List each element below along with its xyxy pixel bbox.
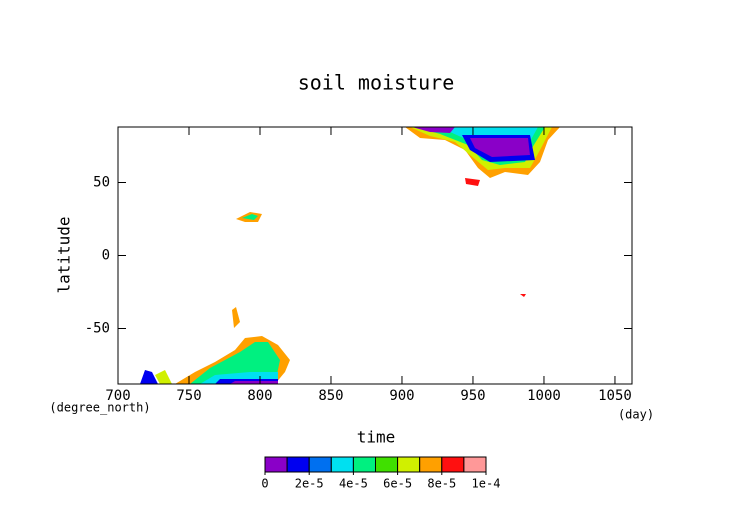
y-tick-label: 0	[102, 248, 110, 264]
colorbar-tick-label: 1e-4	[472, 477, 501, 491]
y-tick-label: 50	[93, 174, 110, 190]
chart-title: soil moisture	[298, 71, 455, 95]
colorbar-box	[441, 456, 465, 473]
colorbar-box	[375, 456, 399, 473]
x-tick-label: 1000	[527, 388, 561, 404]
colorbar-box	[463, 456, 487, 473]
y-tick-label: -50	[85, 321, 110, 337]
contour-field	[140, 127, 560, 384]
x-tick-label: 1050	[598, 388, 632, 404]
colorbar-box	[308, 456, 332, 473]
colorbar-box	[330, 456, 354, 473]
colorbar-box	[397, 456, 421, 473]
colorbar-box	[286, 456, 310, 473]
colorbar-tick-label: 4e-5	[339, 477, 368, 491]
plot-frame	[117, 126, 633, 385]
colorbar-tick-label: 0	[261, 477, 268, 491]
y-axis-label: latitude	[55, 216, 74, 293]
colorbar-tick-label: 8e-5	[427, 477, 456, 491]
x-units: (day)	[618, 408, 654, 422]
colorbar-box	[352, 456, 376, 473]
colorbar-tick-label: 6e-5	[383, 477, 412, 491]
colorbar-tick-label: 2e-5	[295, 477, 324, 491]
y-units: (degree_north)	[49, 401, 150, 415]
x-tick-label: 950	[460, 388, 485, 404]
x-tick-label: 700	[105, 388, 130, 404]
x-tick-label: 850	[318, 388, 343, 404]
x-axis-label: time	[357, 428, 396, 447]
colorbar-box	[419, 456, 443, 473]
colorbar-box	[264, 456, 288, 473]
x-tick-label: 900	[389, 388, 414, 404]
x-tick-label: 750	[176, 388, 201, 404]
x-tick-label: 800	[247, 388, 272, 404]
